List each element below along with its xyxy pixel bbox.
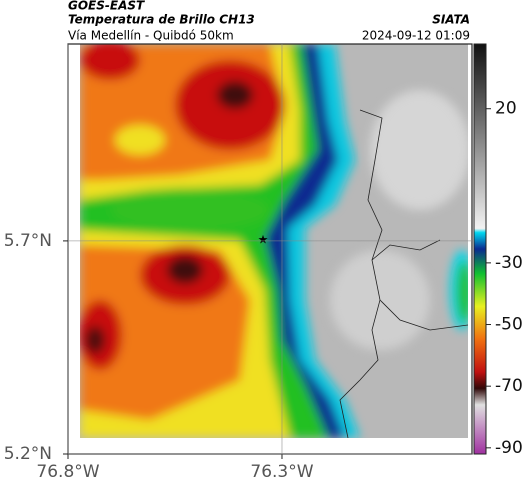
colorbar	[473, 43, 487, 455]
colorbar-tick-label: -90	[495, 438, 523, 458]
colorbar-tick-label: -30	[495, 253, 523, 273]
agency: SIATA	[432, 13, 470, 27]
title: Temperatura de Brillo CH13	[68, 13, 255, 27]
x-tick-label: 76.8°W	[36, 462, 99, 482]
timestamp: 2024-09-12 01:09	[362, 29, 470, 43]
y-tick-label: 5.2°N	[4, 444, 52, 464]
satellite-image	[80, 44, 468, 438]
y-tick-label: 5.7°N	[4, 231, 52, 251]
city-marker: ★	[258, 233, 269, 247]
subtitle: Vía Medellín - Quibdó 50km	[68, 29, 234, 43]
colorbar-tick-label: -50	[495, 315, 523, 335]
x-tick-label: 76.3°W	[250, 462, 313, 482]
source: GOES-EAST	[68, 0, 145, 13]
colorbar-tick-label: -70	[495, 376, 523, 396]
colorbar-tick-label: 20	[495, 99, 517, 119]
